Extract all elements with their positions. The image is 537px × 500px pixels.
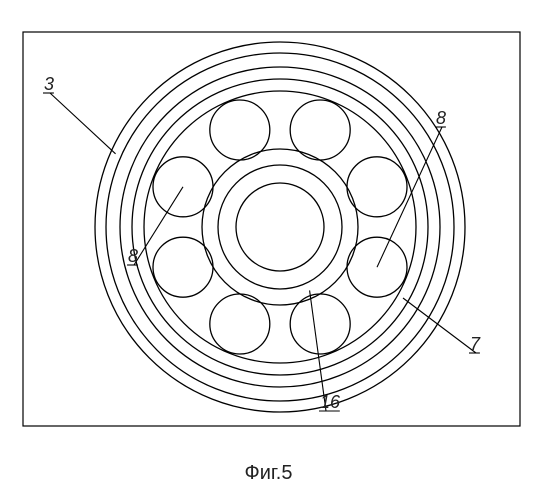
svg-text:3: 3 bbox=[44, 74, 54, 94]
bearing-cross-section: 3 8 8 7 16 bbox=[0, 0, 537, 500]
figure-caption: Фиг.5 bbox=[0, 462, 537, 485]
svg-text:8: 8 bbox=[436, 108, 446, 128]
svg-text:16: 16 bbox=[320, 392, 341, 412]
svg-text:8: 8 bbox=[128, 246, 138, 266]
svg-text:7: 7 bbox=[470, 334, 481, 354]
